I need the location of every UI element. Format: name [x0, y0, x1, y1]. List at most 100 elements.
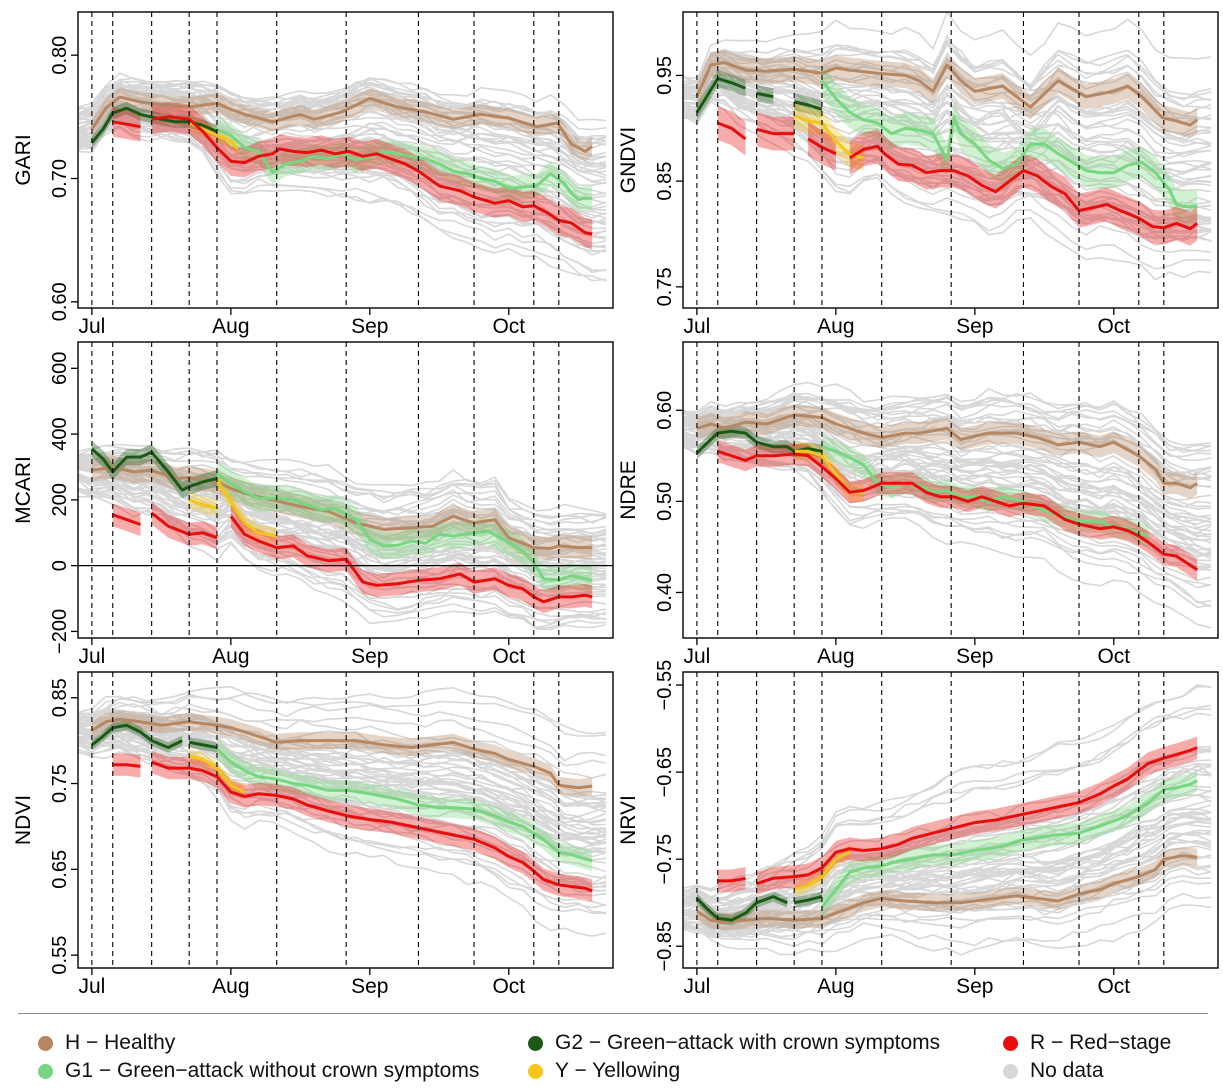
nodata-line	[683, 712, 1212, 893]
nodata-line	[78, 72, 607, 141]
band-red	[756, 736, 1198, 895]
plot-area	[78, 440, 607, 631]
legend-item-g1: G1 − Green−attack without crown symptoms	[38, 1059, 479, 1083]
y-tick-label: 200	[49, 483, 71, 516]
nodata-line	[78, 489, 607, 613]
nodata-line	[683, 381, 1212, 447]
series-line-healthy	[90, 95, 594, 153]
x-tick-label: Sep	[956, 645, 993, 668]
nodata-line	[683, 762, 1212, 901]
y-tick-label: 400	[49, 417, 71, 450]
panel-ndre: 0.40 0.50 0.60 Jul Aug Sep Oct NDRE	[617, 341, 1219, 668]
nodata-line	[78, 741, 607, 885]
legend-item-g2: G2 − Green−attack with crown symptoms	[528, 1031, 940, 1055]
legend-label-red: R − Red−stage	[1030, 1031, 1172, 1054]
nodata-line	[683, 445, 1212, 629]
x-tick-label: Jul	[78, 975, 105, 998]
nodata-line	[683, 39, 1212, 102]
band-healthy	[91, 710, 593, 797]
y-tick-label: 0.85	[49, 678, 71, 717]
band-red	[230, 504, 593, 614]
charts-canvas: 0.60 0.70 0.80 Jul Aug Sep Oct GARI 0.75 0.85 0.95…	[12, 11, 1219, 998]
nodata-line	[683, 879, 1212, 938]
nodata-line	[683, 831, 1212, 934]
series-line-healthy	[696, 413, 1199, 490]
nodata-line	[683, 875, 1212, 941]
y-axis-label: GARI	[12, 134, 35, 185]
plot-area	[683, 12, 1212, 281]
x-tick-label: Jul	[683, 645, 710, 668]
nodata-line	[683, 84, 1212, 212]
nodata-line	[78, 472, 607, 588]
nodata-line	[683, 819, 1212, 921]
plot-area	[683, 683, 1212, 956]
nodata-line	[683, 436, 1212, 587]
band-red	[717, 106, 746, 156]
nodata-line	[683, 94, 1212, 231]
x-tick-label: Aug	[212, 315, 249, 338]
nodata-line	[683, 445, 1212, 589]
nodata-line	[683, 70, 1212, 173]
x-tick-label: Oct	[1097, 315, 1130, 338]
series-line-yellowing	[793, 850, 851, 892]
panel-gndvi: 0.75 0.85 0.95 Jul Aug Sep Oct GNDVI	[617, 11, 1219, 338]
plot-frame	[682, 11, 1219, 309]
nodata-line	[683, 59, 1212, 137]
nodata-line	[683, 412, 1212, 538]
nodata-line	[78, 693, 607, 762]
x-tick-label: Aug	[817, 315, 854, 338]
nodata-line	[683, 392, 1212, 452]
series-line-yellowing	[188, 498, 218, 510]
series-line-yellowing	[215, 479, 277, 538]
nodata-line	[683, 98, 1212, 254]
y-tick-label: 0.70	[49, 159, 71, 198]
nodata-line	[683, 396, 1212, 454]
series-line-red	[849, 144, 1199, 231]
nodata-line	[683, 904, 1212, 956]
series-line-g1	[820, 779, 1198, 909]
plot-frame	[77, 341, 614, 639]
nodata-line	[78, 713, 607, 838]
nodata-line	[683, 426, 1212, 501]
nodata-line	[78, 88, 607, 165]
series-line-red	[112, 513, 141, 526]
nodata-line	[78, 729, 607, 886]
y-tick-label: 0.85	[654, 162, 676, 201]
nodata-line	[683, 892, 1212, 948]
series-line-g2	[756, 91, 774, 99]
band-red	[756, 112, 795, 151]
series-line-g1	[216, 472, 593, 582]
nodata-line	[78, 716, 607, 873]
x-tick-label: Oct	[492, 645, 525, 668]
legend-label-g1: G1 − Green−attack without crown symptoms	[65, 1059, 480, 1082]
panel-nrvi: −0.85 −0.75 −0.65 −0.55 Jul Aug Sep Oct NRVI	[617, 660, 1219, 998]
plot-frame	[77, 11, 614, 309]
legend-label-nodata: No data	[1030, 1059, 1104, 1082]
nodata-line	[683, 683, 1212, 890]
nodata-line	[683, 85, 1212, 241]
nodata-line	[78, 122, 607, 282]
nodata-line	[78, 455, 607, 569]
series-line-g2	[695, 895, 788, 922]
nodata-line	[78, 447, 607, 515]
y-tick-label: 0.75	[654, 267, 676, 306]
plot-frame	[682, 341, 1219, 639]
y-tick-label: 0.80	[49, 36, 71, 75]
nodata-line	[78, 114, 607, 199]
x-tick-label: Jul	[78, 645, 105, 668]
series-line-red	[717, 121, 747, 141]
nodata-line	[78, 729, 607, 838]
series-line-yellowing	[188, 754, 246, 794]
nodata-line	[683, 812, 1212, 930]
y-axis-label: NDVI	[12, 795, 35, 845]
nodata-line	[78, 126, 607, 274]
y-tick-label: 0.95	[654, 56, 676, 95]
x-tick-label: Oct	[1097, 975, 1130, 998]
band-g1	[217, 738, 593, 871]
nodata-line	[683, 65, 1212, 180]
nodata-line	[683, 840, 1212, 915]
series-line-red	[717, 449, 1199, 571]
y-tick-label: 0.60	[49, 282, 71, 321]
nodata-line	[78, 119, 607, 249]
